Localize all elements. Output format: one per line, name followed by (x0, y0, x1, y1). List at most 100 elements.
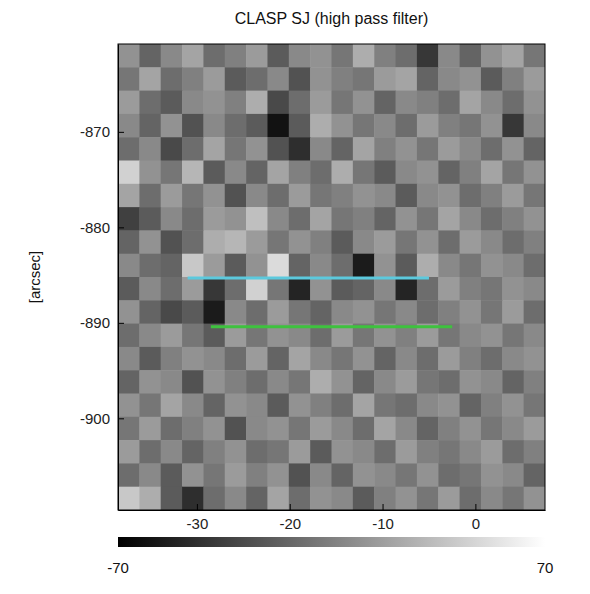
heatmap-cell (225, 277, 247, 301)
heatmap-cell (161, 463, 183, 487)
heatmap-cell (246, 184, 268, 208)
heatmap-cell (353, 161, 375, 185)
heatmap-cell (524, 91, 545, 115)
heatmap-cell (310, 370, 332, 394)
heatmap-cell (246, 277, 268, 301)
heatmap-cell (460, 347, 482, 371)
heatmap-cell (396, 207, 418, 231)
heatmap-cell (289, 300, 311, 324)
heatmap-cell (332, 487, 354, 510)
heatmap-cell (225, 207, 247, 231)
heatmap-cell (310, 463, 332, 487)
heatmap-cell (118, 370, 140, 394)
heatmap-cell (524, 184, 545, 208)
heatmap-cell (460, 300, 482, 324)
heatmap-cell (460, 394, 482, 418)
heatmap-cell (310, 347, 332, 371)
heatmap-cell (289, 487, 311, 510)
heatmap-cell (332, 67, 354, 91)
tick-mark (118, 418, 124, 419)
heatmap-cell (267, 440, 289, 464)
heatmap-cell (481, 114, 503, 138)
heatmap-cell (267, 487, 289, 510)
heatmap-cell (353, 137, 375, 161)
heatmap-cell (353, 184, 375, 208)
heatmap-cell (289, 277, 311, 301)
heatmap-cell (246, 417, 268, 441)
heatmap-cell (481, 394, 503, 418)
heatmap-cell (438, 487, 460, 510)
heatmap-cell (332, 91, 354, 115)
heatmap-cell (460, 184, 482, 208)
heatmap-cell (438, 114, 460, 138)
heatmap-cell (310, 44, 332, 68)
heatmap-cell (118, 207, 140, 231)
heatmap-cell (417, 347, 439, 371)
heatmap-cell (353, 230, 375, 254)
heatmap-cell (182, 300, 204, 324)
heatmap-cell (438, 394, 460, 418)
heatmap-cell (246, 91, 268, 115)
tick: 0 (472, 504, 480, 532)
heatmap-cell (139, 347, 161, 371)
heatmap-cell (353, 417, 375, 441)
tick-mark (383, 504, 384, 510)
heatmap-cell (417, 184, 439, 208)
heatmap-cell (139, 184, 161, 208)
heatmap-cell (182, 184, 204, 208)
heatmap-cell (182, 91, 204, 115)
heatmap-cell (524, 370, 545, 394)
heatmap-cell (374, 277, 396, 301)
heatmap-cell (161, 277, 183, 301)
heatmap-cell (460, 91, 482, 115)
heatmap-cell (161, 347, 183, 371)
heatmap-cell (417, 300, 439, 324)
heatmap-cell (225, 440, 247, 464)
heatmap-cell (396, 417, 418, 441)
heatmap-cell (139, 137, 161, 161)
heatmap-cell (417, 230, 439, 254)
heatmap-cell (481, 254, 503, 278)
heatmap-cell (118, 487, 140, 510)
heatmap-cell (267, 207, 289, 231)
heatmap-cell (267, 277, 289, 301)
heatmap-cell (396, 487, 418, 510)
heatmap-cell (139, 463, 161, 487)
heatmap-cell (417, 67, 439, 91)
heatmap-cell (267, 463, 289, 487)
heatmap-cell (118, 324, 140, 348)
heatmap-cell (438, 137, 460, 161)
heatmap-cell (524, 207, 545, 231)
heatmap-cell (310, 184, 332, 208)
heatmap-cell (353, 300, 375, 324)
heatmap-cell (161, 230, 183, 254)
heatmap-cell (310, 207, 332, 231)
tick-mark (475, 504, 476, 510)
heatmap-cell (139, 417, 161, 441)
heatmap-cell (460, 277, 482, 301)
title: CLASP SJ (high pass filter) (235, 10, 429, 27)
heatmap-cell (225, 417, 247, 441)
heatmap-cell (118, 394, 140, 418)
heatmap-cell (289, 91, 311, 115)
heatmap-cell (438, 161, 460, 185)
heatmap-cell (182, 254, 204, 278)
heatmap-cell (267, 370, 289, 394)
tick: -880 (80, 219, 124, 236)
heatmap-cell (502, 114, 524, 138)
x-axis: -30-20-100 (119, 504, 546, 532)
heatmap-cell (182, 67, 204, 91)
heatmap-cell (353, 347, 375, 371)
heatmap-cell (203, 230, 225, 254)
heatmap-cell (182, 347, 204, 371)
heatmap-cell (225, 300, 247, 324)
heatmap-cell (182, 161, 204, 185)
heatmap-cell (310, 230, 332, 254)
heatmap-cell (118, 230, 140, 254)
heatmap-cell (118, 463, 140, 487)
heatmap-cell (139, 44, 161, 68)
heatmap-cell (161, 44, 183, 68)
heatmap-cell (289, 463, 311, 487)
colorbar-tick-label: -70 (107, 559, 129, 576)
heatmap-cell (396, 44, 418, 68)
